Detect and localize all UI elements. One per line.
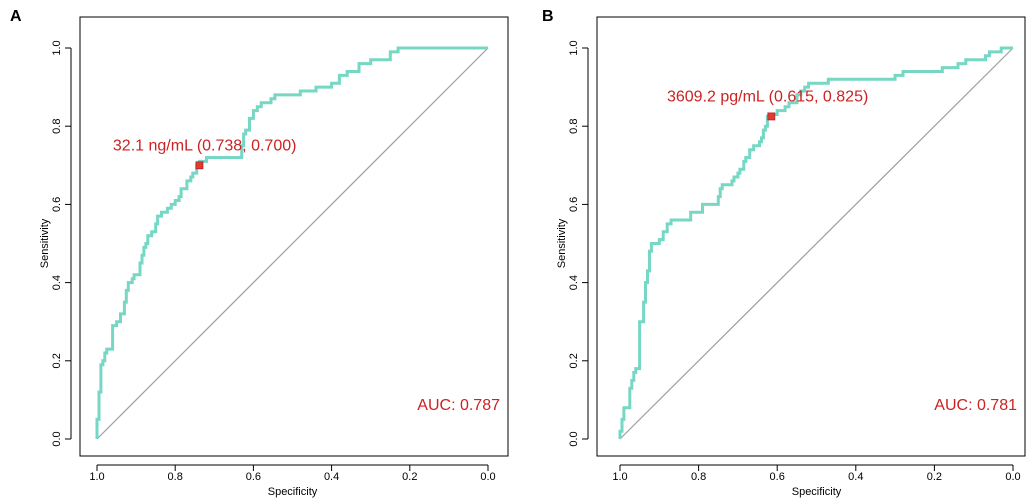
y-tick-label: 0.0 <box>51 431 63 446</box>
y-axis-label: Sensitivity <box>556 218 568 268</box>
x-tick-label: 0.0 <box>1005 471 1020 483</box>
y-tick-label: 0.4 <box>51 275 63 290</box>
y-tick-label: 0.4 <box>568 275 580 290</box>
x-tick-label: 0.4 <box>324 471 339 483</box>
x-tick-label: 0.4 <box>848 471 863 483</box>
roc-curve <box>95 46 488 439</box>
y-tick-label: 0.8 <box>568 119 580 134</box>
x-axis-label: Specificity <box>792 486 842 498</box>
y-tick-label: 0.8 <box>51 119 63 134</box>
x-tick-label: 0.2 <box>402 471 417 483</box>
roc-panel-a: A 1.0 0.8 0.6 0.4 0.2 0.0 Specificity 0.0 0.2 0.4 0… <box>10 8 509 498</box>
roc-curve <box>618 46 1013 439</box>
reference-diagonal <box>96 47 489 440</box>
auc-label: AUC: 0.787 <box>417 397 500 414</box>
y-tick-label: 0.6 <box>51 197 63 212</box>
x-tick-label: 0.6 <box>770 471 785 483</box>
panel-label: A <box>10 8 22 25</box>
x-tick-label: 0.2 <box>927 471 942 483</box>
x-tick-label: 1.0 <box>612 471 627 483</box>
cutoff-label: 32.1 ng/mL (0.738, 0.700) <box>113 137 297 154</box>
y-axis-label: Sensitivity <box>39 218 51 268</box>
auc-label: AUC: 0.781 <box>934 397 1017 414</box>
plot-frame <box>596 16 1026 457</box>
panel-label: B <box>542 8 554 25</box>
y-tick-label: 1.0 <box>568 40 580 55</box>
x-axis-label: Specificity <box>268 486 318 498</box>
y-tick-label: 0.2 <box>51 353 63 368</box>
cutoff-point <box>767 112 776 121</box>
x-tick-label: 0.0 <box>480 471 495 483</box>
x-tick-label: 1.0 <box>89 471 104 483</box>
x-tick-label: 0.6 <box>246 471 261 483</box>
cutoff-label: 3609.2 pg/mL (0.615, 0.825) <box>667 88 868 105</box>
reference-diagonal <box>619 47 1014 440</box>
cutoff-point <box>195 161 204 170</box>
plot-frame <box>79 16 509 457</box>
x-tick-label: 0.8 <box>691 471 706 483</box>
roc-panel-b: B 1.0 0.8 0.6 0.4 0.2 0.0 Specificity 0.0 0.2 0.4 0… <box>542 8 1026 498</box>
y-tick-label: 0.0 <box>568 431 580 446</box>
x-tick-label: 0.8 <box>168 471 183 483</box>
y-tick-label: 0.2 <box>568 353 580 368</box>
y-tick-label: 1.0 <box>51 40 63 55</box>
y-tick-label: 0.6 <box>568 197 580 212</box>
